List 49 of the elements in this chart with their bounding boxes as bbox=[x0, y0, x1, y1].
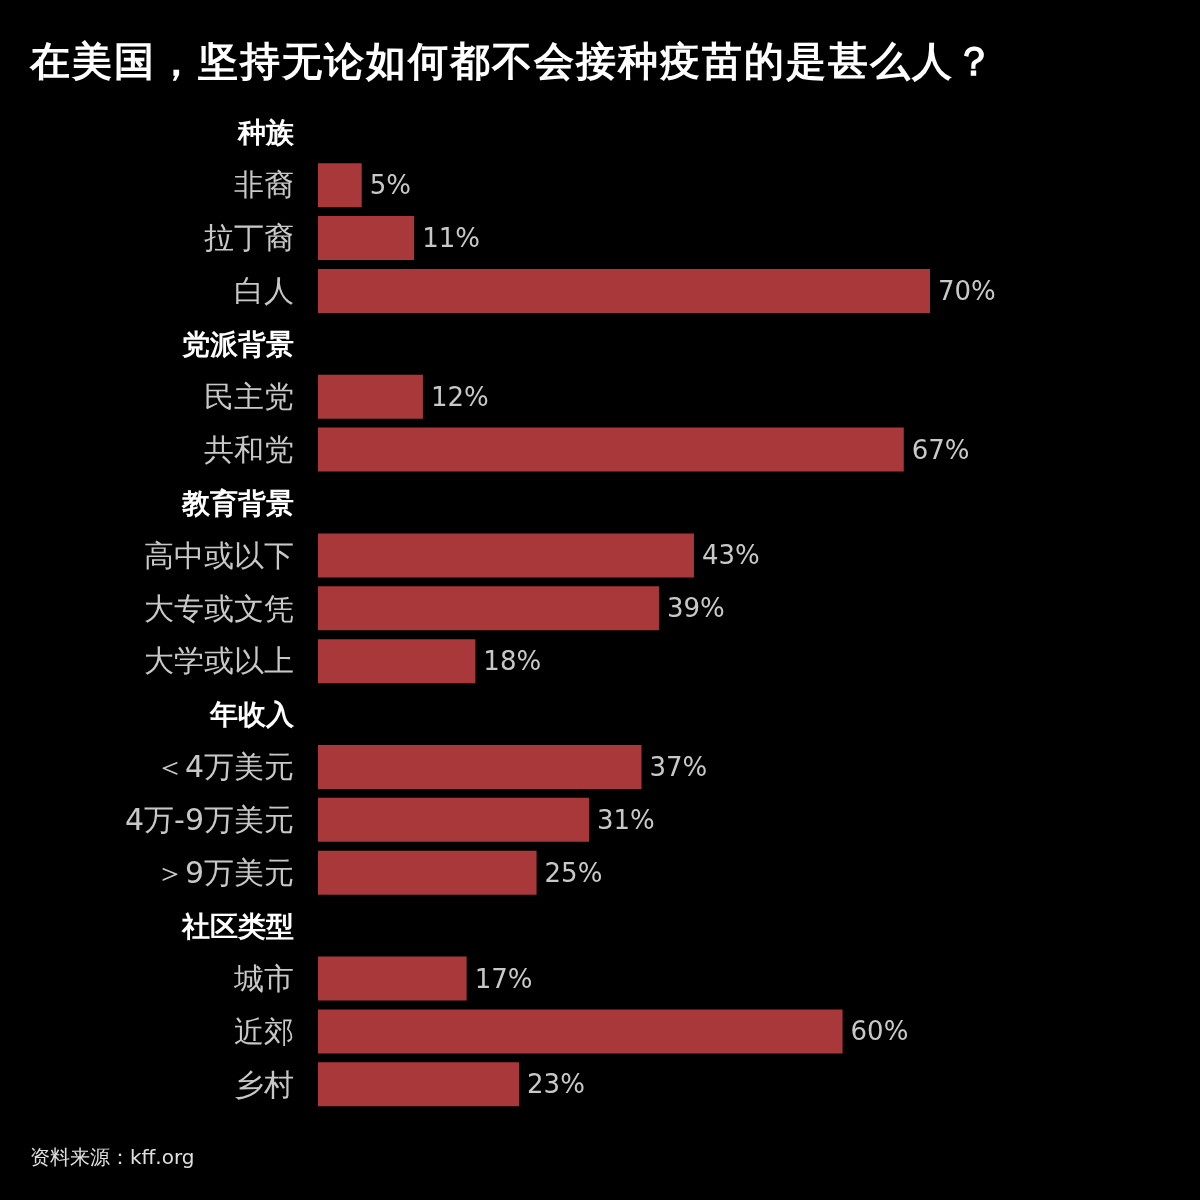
data-label: 37% bbox=[649, 751, 708, 782]
data-label: 60% bbox=[850, 1016, 909, 1047]
bar bbox=[318, 216, 415, 261]
bar bbox=[318, 1009, 843, 1054]
y-tick-label: ＞9万美元 bbox=[154, 854, 294, 890]
y-tick-label: 种族 bbox=[237, 116, 295, 150]
y-tick-label: 大专或文凭 bbox=[144, 590, 294, 626]
y-tick-label: 民主党 bbox=[204, 378, 294, 414]
y-tick-label: 4万-9万美元 bbox=[125, 802, 294, 838]
chart-title: 在美国，坚持无论如何都不会接种疫苗的是甚么人？ bbox=[30, 37, 996, 86]
y-tick-label: 共和党 bbox=[204, 431, 294, 467]
bar bbox=[318, 163, 362, 208]
y-tick-label: 高中或以下 bbox=[144, 537, 294, 573]
data-label: 5% bbox=[369, 170, 411, 201]
data-label: 70% bbox=[938, 275, 996, 306]
bar bbox=[318, 1062, 520, 1107]
bar bbox=[318, 639, 476, 684]
y-tick-label: 近郊 bbox=[234, 1013, 294, 1049]
bar bbox=[318, 268, 930, 313]
y-tick-label: 乡村 bbox=[234, 1066, 294, 1102]
bar bbox=[318, 850, 537, 895]
text: 资料来源：kff.org bbox=[30, 1144, 195, 1171]
y-tick-label: 党派背景 bbox=[181, 328, 294, 362]
y-tick-label: 大学或以上 bbox=[144, 643, 294, 679]
bar bbox=[318, 586, 659, 631]
y-tick-label: 社区类型 bbox=[181, 909, 294, 943]
data-label: 17% bbox=[474, 963, 533, 994]
data-label: 39% bbox=[666, 593, 725, 624]
y-tick-label: 白人 bbox=[234, 273, 294, 309]
data-label: 23% bbox=[527, 1069, 585, 1100]
bar bbox=[318, 533, 694, 578]
y-tick-label: 非裔 bbox=[234, 167, 294, 203]
bar bbox=[318, 797, 590, 842]
y-tick-label: 城市 bbox=[233, 960, 294, 996]
bar bbox=[318, 374, 423, 419]
data-label: 11% bbox=[422, 223, 480, 254]
data-label: 12% bbox=[430, 381, 489, 412]
bar bbox=[318, 427, 904, 472]
data-label: 18% bbox=[483, 646, 542, 677]
data-label: 25% bbox=[544, 857, 603, 888]
y-tick-label: 年收入 bbox=[209, 698, 295, 732]
y-tick-label: ＜4万美元 bbox=[154, 749, 294, 785]
bar bbox=[318, 956, 467, 1001]
bar bbox=[318, 744, 642, 789]
y-tick-label: 教育背景 bbox=[181, 486, 294, 520]
data-label: 67% bbox=[911, 434, 970, 465]
data-label: 43% bbox=[701, 540, 760, 571]
data-label: 31% bbox=[597, 804, 655, 835]
y-tick-label: 拉丁裔 bbox=[204, 220, 294, 256]
